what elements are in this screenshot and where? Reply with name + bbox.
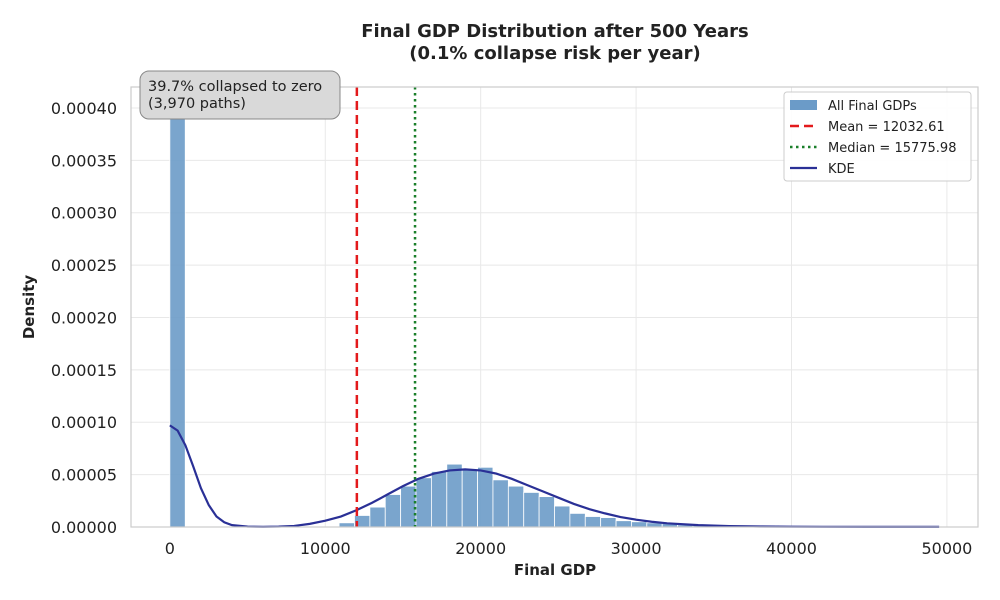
histogram-bar [631, 521, 648, 528]
x-axis-label: Final GDP [514, 561, 596, 579]
y-axis-label: Density [20, 275, 38, 340]
plot-frame [130, 86, 979, 528]
x-tick-label: 10000 [300, 539, 351, 558]
histogram-bar [584, 516, 602, 528]
y-tick-label: 0.00025 [51, 256, 117, 275]
chart-title-line1: Final GDP Distribution after 500 Years [361, 21, 749, 42]
histogram-bar [384, 494, 402, 528]
x-tick-label: 0 [165, 539, 175, 558]
y-tick-label: 0.00035 [51, 151, 117, 170]
histogram-bar [569, 512, 586, 528]
legend-kde-label: KDE [828, 162, 855, 177]
legend-frame [783, 91, 972, 182]
histogram-bar [446, 463, 463, 528]
legend-mean-label: Mean = 12032.61 [828, 120, 945, 135]
y-tick-label: 0.00010 [51, 413, 117, 432]
kde-curve [169, 424, 940, 528]
histogram-bar [369, 506, 386, 528]
x-tick-label: 40000 [766, 539, 817, 558]
y-tick-label: 0.00000 [51, 518, 117, 537]
y-tick-label: 0.00030 [51, 204, 117, 223]
histogram-bar [492, 479, 509, 528]
histogram-bar [431, 471, 448, 528]
histogram-bar [554, 505, 571, 528]
histogram-bar [461, 468, 478, 528]
histogram-bar [538, 496, 555, 528]
x-tick-label: 20000 [455, 539, 506, 558]
y-tick-label: 0.00005 [51, 466, 117, 485]
legend-histogram-swatch [790, 100, 817, 110]
y-tick-label: 0.00015 [51, 361, 117, 380]
histogram-bar [615, 520, 632, 528]
histogram-bar [169, 86, 186, 528]
y-axis-ticks: 0.00000 0.00005 0.00010 0.00015 0.00020 0.000… [51, 99, 117, 537]
annotation-line1: 39.7% collapsed to zero [148, 79, 322, 95]
chart-title-line2: (0.1% collapse risk per year) [409, 43, 700, 64]
annotation-line2: (3,970 paths) [148, 96, 246, 112]
collapse-annotation: 39.7% collapsed to zero (3,970 paths) [139, 70, 341, 120]
y-tick-label: 0.00040 [51, 99, 117, 118]
y-tick-label: 0.00020 [51, 308, 117, 327]
histogram-bars [169, 86, 786, 528]
legend-histogram-label: All Final GDPs [828, 99, 917, 114]
legend: All Final GDPs Mean = 12032.61 Median = … [783, 91, 972, 182]
histogram-bar [523, 492, 540, 528]
legend-median-label: Median = 15775.98 [828, 141, 956, 156]
x-tick-label: 30000 [611, 539, 662, 558]
histogram-bar [400, 485, 417, 528]
histogram-bar [338, 522, 355, 528]
histogram-bar [600, 517, 617, 528]
histogram-bar [507, 485, 525, 528]
x-tick-label: 50000 [921, 539, 972, 558]
x-axis-ticks: 0 10000 20000 30000 40000 50000 [165, 539, 973, 558]
histogram-bar [415, 477, 432, 528]
histogram-bar [477, 466, 494, 528]
annotation-box [139, 70, 341, 120]
